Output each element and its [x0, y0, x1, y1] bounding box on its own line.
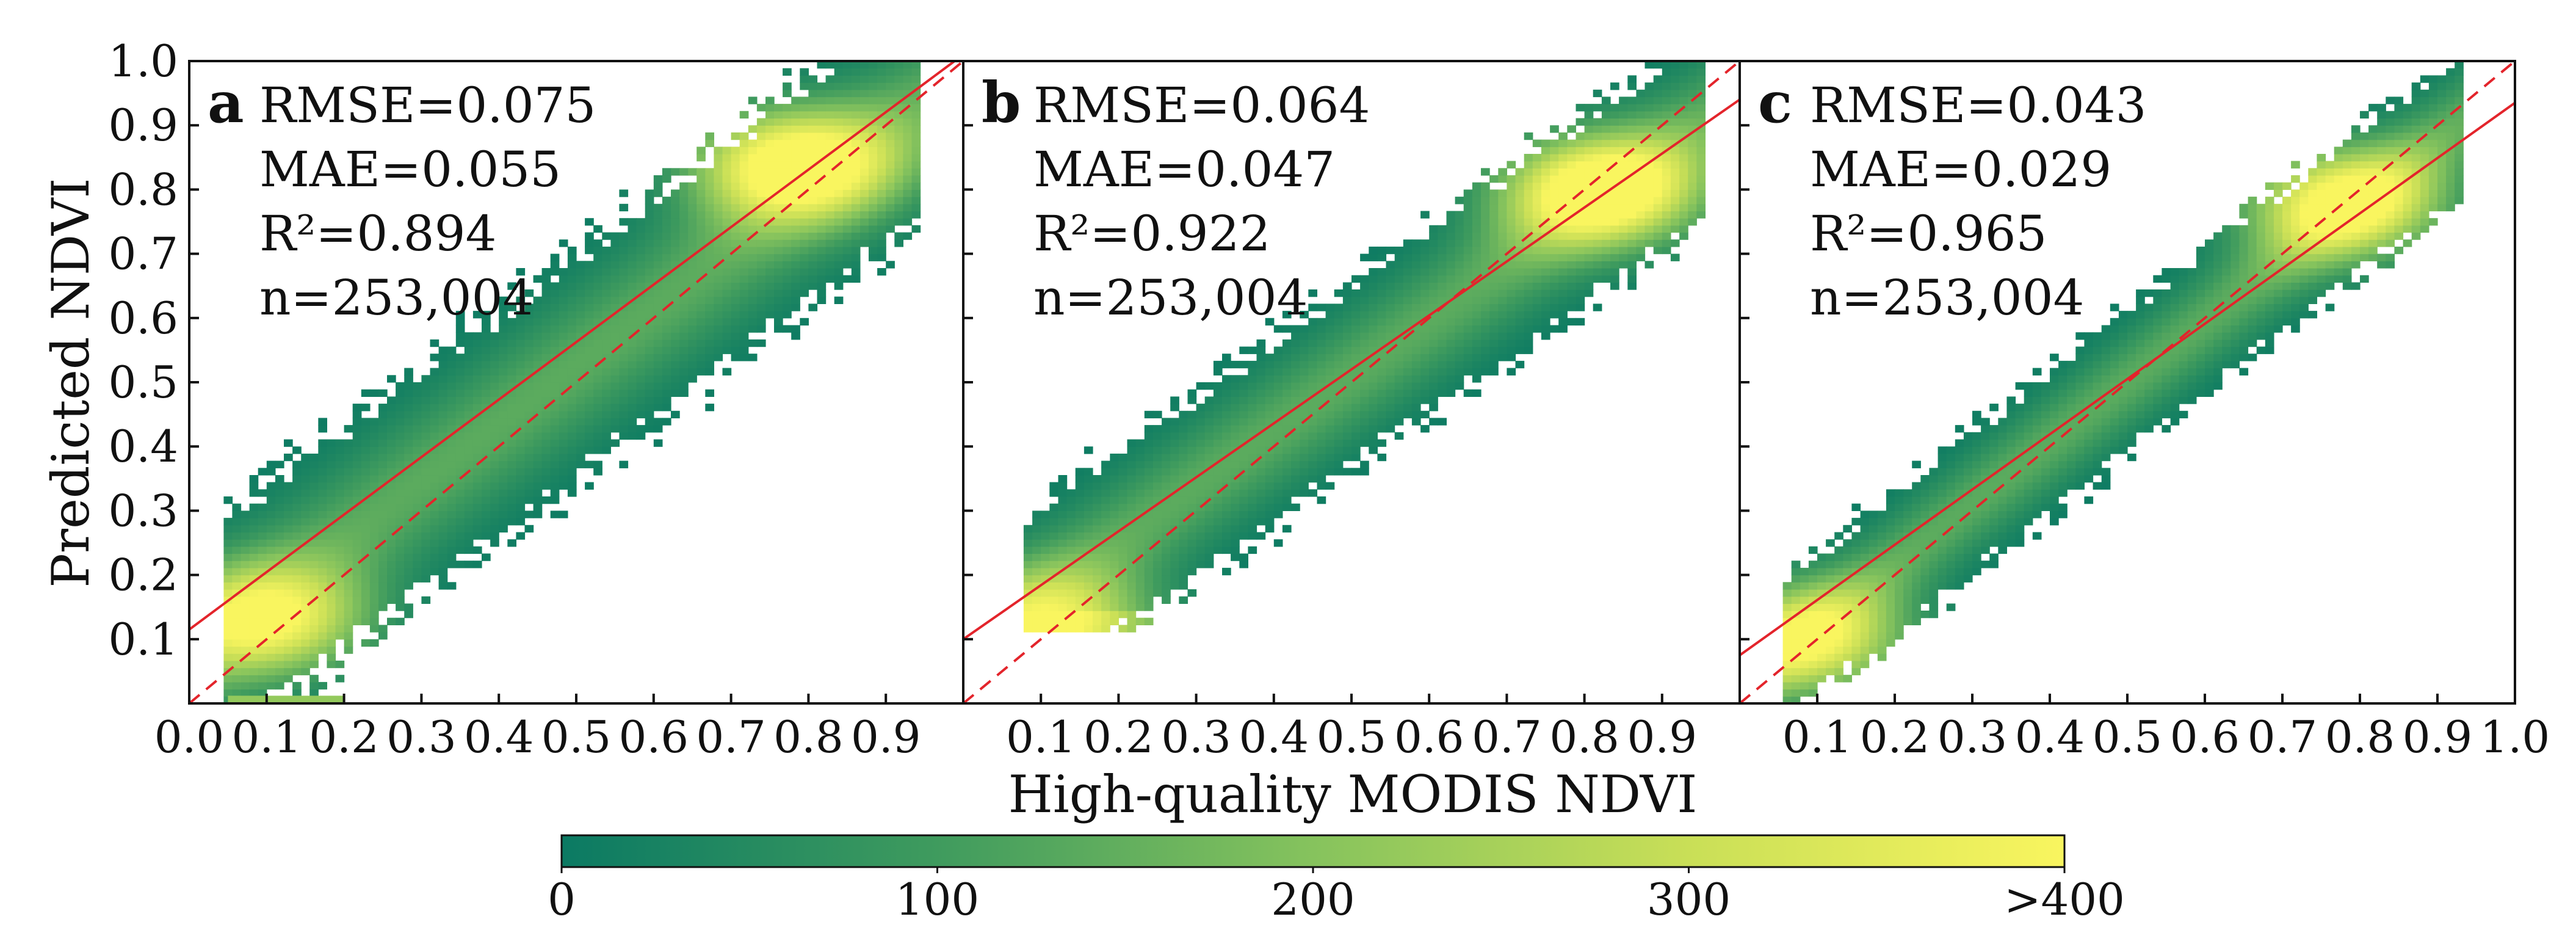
- stat-line-a-2: R²=0.894: [259, 205, 496, 262]
- y-tick-label-7: 0.8: [108, 164, 178, 215]
- panel-letter-b: b: [982, 70, 1021, 136]
- stat-line-a-0: RMSE=0.075: [259, 77, 596, 134]
- x-tick-label-c-0: 0.1: [1782, 711, 1853, 763]
- x-tick-label-a-6: 0.6: [619, 711, 689, 763]
- x-tick-label-b-2: 0.3: [1161, 711, 1231, 763]
- colorbar-tick-label-1: 100: [895, 874, 979, 925]
- stat-line-b-3: n=253,004: [1033, 269, 1308, 326]
- x-tick-label-c-6: 0.7: [2248, 711, 2318, 763]
- x-tick-label-b-4: 0.5: [1317, 711, 1387, 763]
- x-tick-label-a-3: 0.3: [386, 711, 457, 763]
- x-axis-title: High-quality MODIS NDVI: [1008, 764, 1698, 824]
- y-tick-label-2: 0.3: [108, 485, 178, 536]
- panel-letter-c: c: [1758, 70, 1792, 136]
- x-tick-label-b-7: 0.8: [1549, 711, 1619, 763]
- x-tick-label-a-1: 0.1: [232, 711, 302, 763]
- y-tick-label-9: 1.0: [108, 35, 178, 87]
- stat-line-b-1: MAE=0.047: [1033, 141, 1335, 198]
- stat-line-b-2: R²=0.922: [1033, 205, 1270, 262]
- x-tick-label-c-8: 0.9: [2403, 711, 2473, 763]
- x-tick-label-b-8: 0.9: [1627, 711, 1698, 763]
- stat-line-c-0: RMSE=0.043: [1810, 77, 2146, 134]
- stat-line-c-2: R²=0.965: [1810, 205, 2047, 262]
- x-tick-label-c-4: 0.5: [2093, 711, 2163, 763]
- colorbar-tick-label-4: >400: [2004, 874, 2125, 925]
- colorbar-tick-label-0: 0: [548, 874, 576, 925]
- x-tick-label-c-3: 0.4: [2015, 711, 2085, 763]
- x-tick-label-c-7: 0.8: [2325, 711, 2395, 763]
- stat-line-a-1: MAE=0.055: [259, 141, 561, 198]
- stat-line-a-3: n=253,004: [259, 269, 534, 326]
- y-tick-label-1: 0.2: [108, 550, 178, 601]
- x-tick-label-b-5: 0.6: [1394, 711, 1464, 763]
- y-tick-label-6: 0.7: [108, 228, 178, 280]
- x-tick-label-c-1: 0.2: [1860, 711, 1930, 763]
- y-tick-label-8: 0.9: [108, 100, 178, 151]
- x-tick-label-a-9: 0.9: [851, 711, 921, 763]
- stat-line-b-0: RMSE=0.064: [1033, 77, 1370, 134]
- x-tick-label-c-2: 0.3: [1937, 711, 2008, 763]
- x-tick-label-b-0: 0.1: [1006, 711, 1076, 763]
- y-tick-label-5: 0.6: [108, 292, 178, 344]
- x-tick-label-b-6: 0.7: [1472, 711, 1542, 763]
- y-axis-title: Predicted NDVI: [41, 178, 101, 587]
- x-tick-label-b-1: 0.2: [1084, 711, 1154, 763]
- stat-line-c-1: MAE=0.029: [1810, 141, 2111, 198]
- x-tick-label-a-7: 0.7: [696, 711, 766, 763]
- x-tick-label-b-3: 0.4: [1239, 711, 1309, 763]
- colorbar-bar: [562, 835, 2064, 867]
- x-tick-label-a-2: 0.2: [309, 711, 379, 763]
- colorbar-tick-label-3: 300: [1647, 874, 1731, 925]
- panel-letter-a: a: [208, 70, 244, 136]
- colorbar: 0 100 200 300 >400: [548, 835, 2125, 925]
- x-tick-label-c-9: 1.0: [2480, 711, 2550, 763]
- y-tick-label-4: 0.5: [108, 357, 178, 408]
- x-tick-label-c-5: 0.6: [2170, 711, 2240, 763]
- x-tick-label-a-4: 0.4: [464, 711, 534, 763]
- y-tick-label-0: 0.1: [108, 614, 178, 665]
- x-tick-label-a-8: 0.8: [773, 711, 844, 763]
- colorbar-tick-label-2: 200: [1271, 874, 1355, 925]
- x-tick-label-a-0: 0.0: [154, 711, 225, 763]
- y-tick-label-3: 0.4: [108, 421, 178, 472]
- x-tick-label-a-5: 0.5: [541, 711, 612, 763]
- stat-line-c-3: n=253,004: [1810, 269, 2084, 326]
